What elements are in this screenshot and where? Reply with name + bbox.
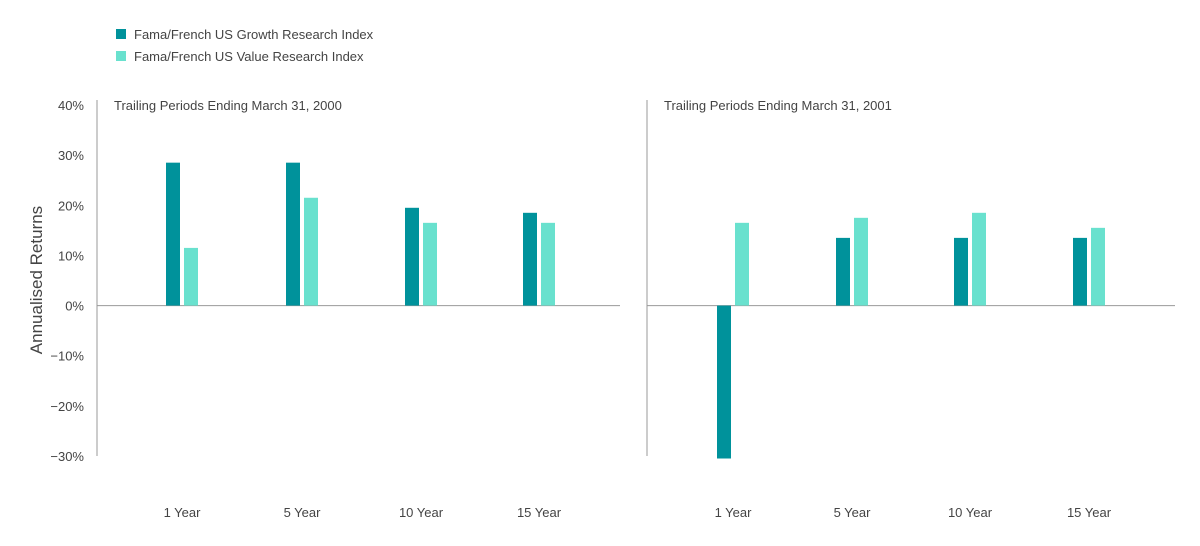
legend-item-value[interactable]: Fama/French US Value Research Index (116, 46, 373, 66)
y-tick-label: 0% (65, 299, 84, 314)
y-tick-label: −20% (50, 399, 84, 414)
bar-value[interactable] (541, 222, 555, 306)
legend-item-growth[interactable]: Fama/French US Growth Research Index (116, 24, 373, 44)
bar-growth[interactable] (166, 162, 180, 306)
legend-label-growth: Fama/French US Growth Research Index (134, 26, 374, 42)
x-tick-label: 15 Year (1067, 505, 1112, 520)
panel-title: Trailing Periods Ending March 31, 2000 (114, 98, 342, 113)
legend-swatch-growth (116, 29, 126, 39)
bar-value[interactable] (854, 217, 868, 306)
y-tick-label: 30% (58, 148, 84, 163)
bar-growth[interactable] (405, 207, 419, 306)
bar-growth[interactable] (836, 237, 850, 306)
bar-value[interactable] (735, 222, 749, 306)
bar-value[interactable] (184, 247, 198, 306)
bar-value[interactable] (972, 212, 986, 306)
legend: Fama/French US Growth Research Index Fam… (116, 24, 373, 68)
bar-growth[interactable] (286, 162, 300, 306)
x-tick-label: 1 Year (715, 505, 753, 520)
y-tick-label: 10% (58, 248, 84, 263)
panel-title: Trailing Periods Ending March 31, 2001 (664, 98, 892, 113)
y-axis-label: Annualised Returns (27, 206, 46, 354)
bar-value[interactable] (423, 222, 437, 306)
bar-growth[interactable] (717, 305, 731, 459)
x-tick-label: 15 Year (517, 505, 562, 520)
y-tick-label: 20% (58, 198, 84, 213)
y-tick-label: 40% (58, 98, 84, 113)
y-tick-label: −30% (50, 449, 84, 464)
x-tick-label: 10 Year (399, 505, 444, 520)
bar-growth[interactable] (523, 212, 537, 306)
x-tick-label: 10 Year (948, 505, 993, 520)
y-tick-label: −10% (50, 349, 84, 364)
bar-growth[interactable] (1073, 237, 1087, 306)
bar-value[interactable] (304, 197, 318, 306)
legend-label-value: Fama/French US Value Research Index (134, 48, 364, 64)
bar-growth[interactable] (954, 237, 968, 306)
bar-value[interactable] (1091, 227, 1105, 306)
legend-swatch-value (116, 51, 126, 61)
x-tick-label: 1 Year (164, 505, 202, 520)
x-tick-label: 5 Year (834, 505, 872, 520)
x-tick-label: 5 Year (284, 505, 322, 520)
